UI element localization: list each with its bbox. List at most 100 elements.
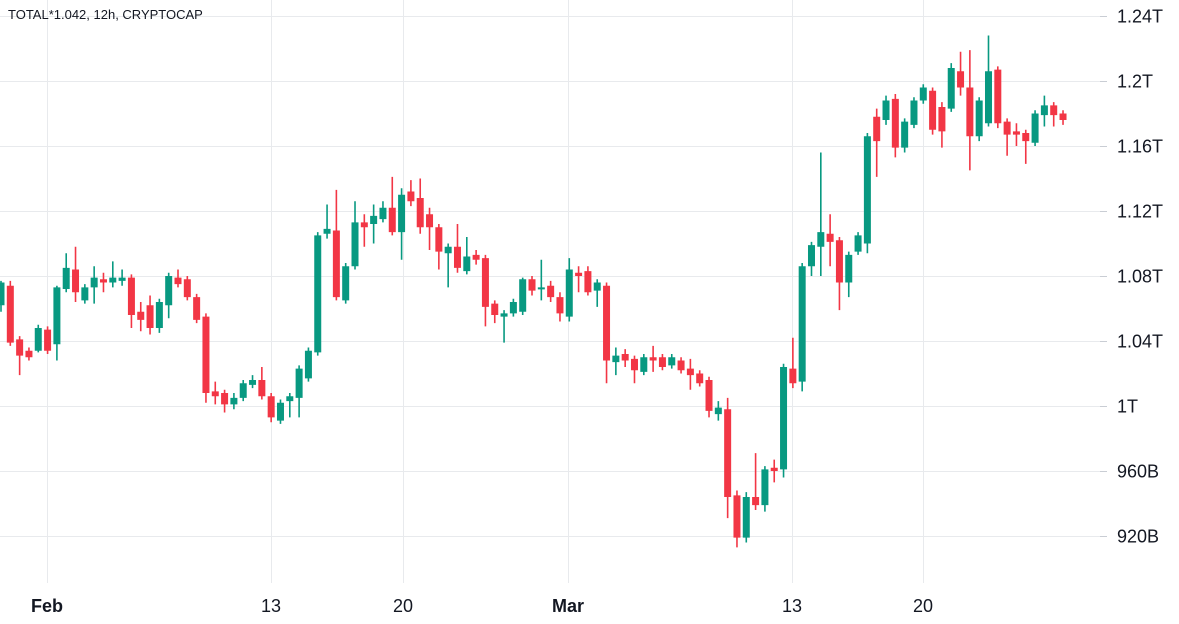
candle (901, 118, 909, 153)
candle (919, 84, 927, 104)
candle (193, 293, 201, 324)
price-tick-label: 1T (1117, 397, 1138, 417)
candle (416, 178, 424, 234)
candle (630, 355, 638, 384)
candle (984, 35, 992, 127)
time-axis[interactable]: Feb 13 20 Mar 13 20 (31, 596, 933, 616)
candle (528, 276, 536, 296)
candle (947, 63, 955, 112)
candle (882, 95, 890, 125)
candle (556, 292, 564, 322)
candle (351, 201, 359, 270)
candle (174, 269, 182, 288)
candle (398, 188, 406, 260)
candle (62, 253, 70, 293)
candle (603, 282, 611, 384)
price-tick-label: 920B (1117, 527, 1159, 547)
candle (202, 313, 210, 403)
price-tick-label: 1.04T (1117, 332, 1163, 352)
time-tick-label: 13 (261, 596, 281, 616)
candle (16, 336, 24, 376)
candle (1031, 110, 1039, 146)
candle (0, 280, 5, 312)
candle (1003, 118, 1011, 156)
candle (137, 302, 145, 332)
candle (761, 466, 769, 512)
time-tick-label: 20 (913, 596, 933, 616)
candle (780, 363, 788, 478)
symbol-legend[interactable]: TOTAL*1.042, 12h, CRYPTOCAP (8, 7, 203, 22)
candle (705, 376, 713, 418)
price-axis[interactable]: 1.24T 1.2T 1.16T 1.12T 1.08T 1.04T 1T 960B 920B (1100, 7, 1163, 547)
candle (612, 347, 620, 376)
candle (500, 310, 508, 343)
candle (724, 397, 732, 519)
candle (658, 354, 666, 371)
candle (957, 51, 965, 96)
price-tick-label: 1.12T (1117, 202, 1163, 222)
candle (34, 324, 42, 353)
time-tick-label: 20 (393, 596, 413, 616)
candle (733, 490, 741, 548)
price-tick-label: 1.16T (1117, 137, 1163, 157)
candle (584, 266, 592, 296)
candle (789, 337, 797, 389)
candle (929, 87, 937, 135)
candle (165, 272, 173, 319)
candle (183, 276, 191, 301)
candle (826, 214, 834, 267)
candle (519, 277, 527, 315)
candle (146, 295, 154, 335)
candle (230, 393, 238, 410)
candle (807, 241, 815, 276)
candle (509, 298, 517, 317)
candle (863, 133, 871, 254)
candle (360, 214, 368, 247)
time-tick-label: Feb (31, 596, 63, 616)
price-tick-label: 1.08T (1117, 267, 1163, 287)
candle (370, 204, 378, 244)
candle (565, 258, 573, 322)
candle (44, 326, 52, 354)
candle (491, 300, 499, 324)
candle (388, 176, 396, 236)
candle (668, 354, 676, 369)
time-tick-label: Mar (552, 596, 584, 616)
candle (155, 298, 163, 333)
candle (276, 399, 284, 424)
candle (444, 243, 452, 288)
candle (453, 224, 461, 273)
candle (221, 389, 229, 413)
candle (481, 254, 489, 327)
candle (714, 401, 722, 421)
candle (249, 375, 257, 389)
candle (845, 251, 853, 298)
candle (472, 250, 480, 265)
candle (267, 393, 275, 423)
candle (891, 94, 899, 158)
candle (575, 266, 583, 293)
candle (873, 108, 881, 177)
candle (817, 152, 825, 276)
candle (1059, 110, 1067, 125)
candle (6, 280, 14, 346)
candle (304, 347, 312, 382)
candle (649, 345, 657, 372)
candle (314, 232, 322, 356)
candle (854, 232, 862, 255)
candle (239, 380, 247, 402)
candle (127, 274, 135, 328)
candle (258, 367, 266, 400)
price-tick-label: 1.24T (1117, 7, 1163, 27)
candle (286, 393, 294, 418)
candle (593, 279, 601, 307)
candle (463, 237, 471, 275)
price-tick-label: 1.2T (1117, 72, 1153, 92)
candle (435, 224, 443, 270)
candle (72, 246, 80, 302)
candle (426, 207, 434, 250)
candle (742, 492, 750, 543)
candle (752, 453, 760, 510)
